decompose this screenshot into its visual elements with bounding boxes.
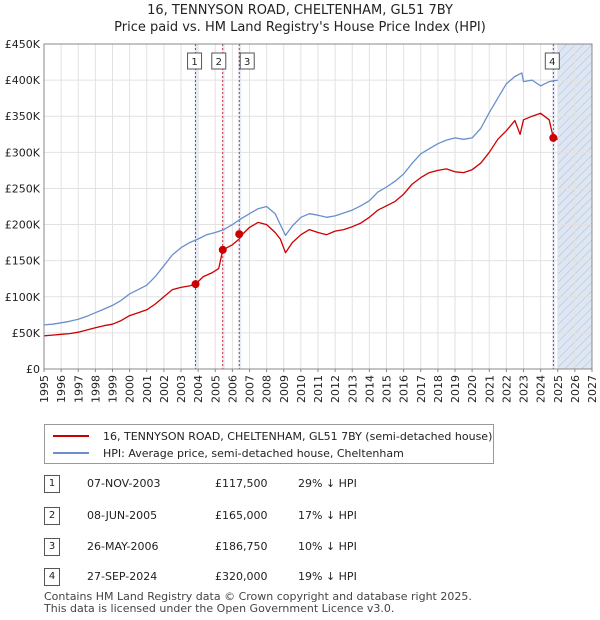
x-tick-label: 2005: [209, 375, 222, 403]
transaction-label: 3: [244, 57, 250, 68]
x-tick-label: 2016: [398, 375, 411, 403]
transaction-price: £117,500: [215, 477, 268, 490]
y-tick-label: £100K: [5, 291, 41, 304]
x-tick-label: 2017: [415, 375, 428, 403]
x-tick-label: 2002: [158, 375, 171, 403]
hpi-line: [43, 72, 558, 326]
footer-licence: This data is licensed under the Open Gov…: [44, 602, 395, 615]
transaction-label: 2: [216, 57, 222, 68]
x-tick-label: 2018: [432, 375, 445, 403]
x-tick-label: 2001: [141, 375, 154, 403]
y-tick-label: £250K: [5, 182, 41, 195]
y-tick-label: £300K: [5, 146, 41, 159]
y-tick-label: £450K: [5, 38, 41, 51]
transaction-hpi: 19% ↓ HPI: [298, 570, 357, 583]
transaction-band: [194, 44, 198, 369]
x-tick-label: 2000: [124, 375, 137, 403]
transaction-date: 26-MAY-2006: [87, 540, 159, 553]
x-tick-label: 2023: [518, 375, 531, 403]
x-tick-label: 2027: [586, 375, 599, 403]
legend: 16, TENNYSON ROAD, CHELTENHAM, GL51 7BY …: [44, 424, 494, 464]
x-tick-label: 1998: [89, 375, 102, 403]
chart-title: 16, TENNYSON ROAD, CHELTENHAM, GL51 7BY: [147, 3, 453, 18]
transaction-label-box: [187, 52, 203, 70]
transaction-label-box: [544, 52, 560, 70]
x-tick-label: 2026: [569, 375, 582, 403]
price-chart: 1 2 3 4 £0 £50K £100K £150K £200K £250K £300K £350K…: [5, 38, 599, 403]
transaction-label: 4: [549, 57, 555, 68]
x-tick-label: 2015: [381, 375, 394, 403]
y-tick-label: £50K: [12, 327, 41, 340]
y-tick-label: £350K: [5, 110, 41, 123]
x-tick-label: 2003: [175, 375, 188, 403]
legend-item-hpi: HPI: Average price, semi-detached house,…: [53, 445, 404, 461]
x-tick-label: 2010: [295, 375, 308, 403]
transaction-price: £165,000: [215, 509, 268, 522]
transaction-band: [221, 44, 225, 369]
footer-copyright: Contains HM Land Registry data © Crown c…: [44, 590, 472, 603]
sale-point: [235, 230, 244, 239]
transaction-label-box: [211, 52, 227, 70]
x-tick-label: 2008: [261, 375, 274, 403]
x-tick-label: 2009: [278, 375, 291, 403]
transaction-number: 2: [44, 507, 60, 525]
legend-label-property: 16, TENNYSON ROAD, CHELTENHAM, GL51 7BY …: [103, 429, 493, 443]
x-tick-label: 2021: [483, 375, 496, 403]
x-tick-label: 2011: [312, 375, 325, 403]
legend-label-hpi: HPI: Average price, semi-detached house,…: [103, 446, 404, 460]
y-tick-label: £200K: [5, 219, 41, 232]
x-tick-label: 2013: [346, 375, 359, 403]
legend-swatch-property: [53, 435, 89, 437]
sale-point: [191, 280, 200, 289]
property-line: [43, 112, 558, 337]
x-tick-label: 1995: [38, 375, 51, 403]
transaction-number: 4: [44, 568, 60, 586]
x-tick-label: 2025: [552, 375, 565, 403]
y-tick-label: £150K: [5, 255, 41, 268]
x-tick-label: 2012: [329, 375, 342, 403]
transaction-hpi: 17% ↓ HPI: [298, 509, 357, 522]
transaction-label-box: [239, 52, 255, 70]
x-tick-label: 2004: [192, 375, 205, 403]
table-row: 4 27-SEP-2024 £320,000 19% ↓ HPI: [0, 568, 600, 588]
x-tick-label: 1999: [107, 375, 120, 403]
table-row: 3 26-MAY-2006 £186,750 10% ↓ HPI: [0, 538, 600, 558]
transaction-date: 07-NOV-2003: [87, 477, 161, 490]
transaction-price: £186,750: [215, 540, 268, 553]
y-tick-label: £400K: [5, 74, 41, 87]
y-tick-label: £0: [26, 363, 40, 376]
transaction-date: 27-SEP-2024: [87, 570, 158, 583]
x-tick-label: 2022: [500, 375, 513, 403]
transaction-number: 3: [44, 538, 60, 556]
transaction-hpi: 10% ↓ HPI: [298, 540, 357, 553]
x-tick-label: 2019: [449, 375, 462, 403]
sale-point: [218, 245, 227, 254]
x-tick-label: 2024: [535, 375, 548, 403]
transaction-label: 1: [191, 57, 197, 68]
x-tick-label: 2020: [466, 375, 479, 403]
x-tick-label: 1997: [72, 375, 85, 403]
x-tick-label: 1996: [55, 375, 68, 403]
table-row: 2 08-JUN-2005 £165,000 17% ↓ HPI: [0, 507, 600, 527]
sale-point: [549, 133, 558, 142]
legend-item-property: 16, TENNYSON ROAD, CHELTENHAM, GL51 7BY …: [53, 428, 492, 444]
legend-swatch-hpi: [53, 452, 89, 454]
x-tick-label: 2006: [226, 375, 239, 403]
chart-subtitle: Price paid vs. HM Land Registry's House …: [114, 20, 486, 35]
transaction-date: 08-JUN-2005: [87, 509, 158, 522]
transaction-price: £320,000: [215, 570, 268, 583]
transaction-number: 1: [44, 475, 60, 493]
transaction-hpi: 29% ↓ HPI: [298, 477, 357, 490]
table-row: 1 07-NOV-2003 £117,500 29% ↓ HPI: [0, 475, 600, 495]
x-tick-label: 2014: [363, 375, 376, 403]
transaction-band: [552, 44, 556, 369]
transaction-band: [238, 44, 242, 369]
x-tick-label: 2007: [244, 375, 257, 403]
